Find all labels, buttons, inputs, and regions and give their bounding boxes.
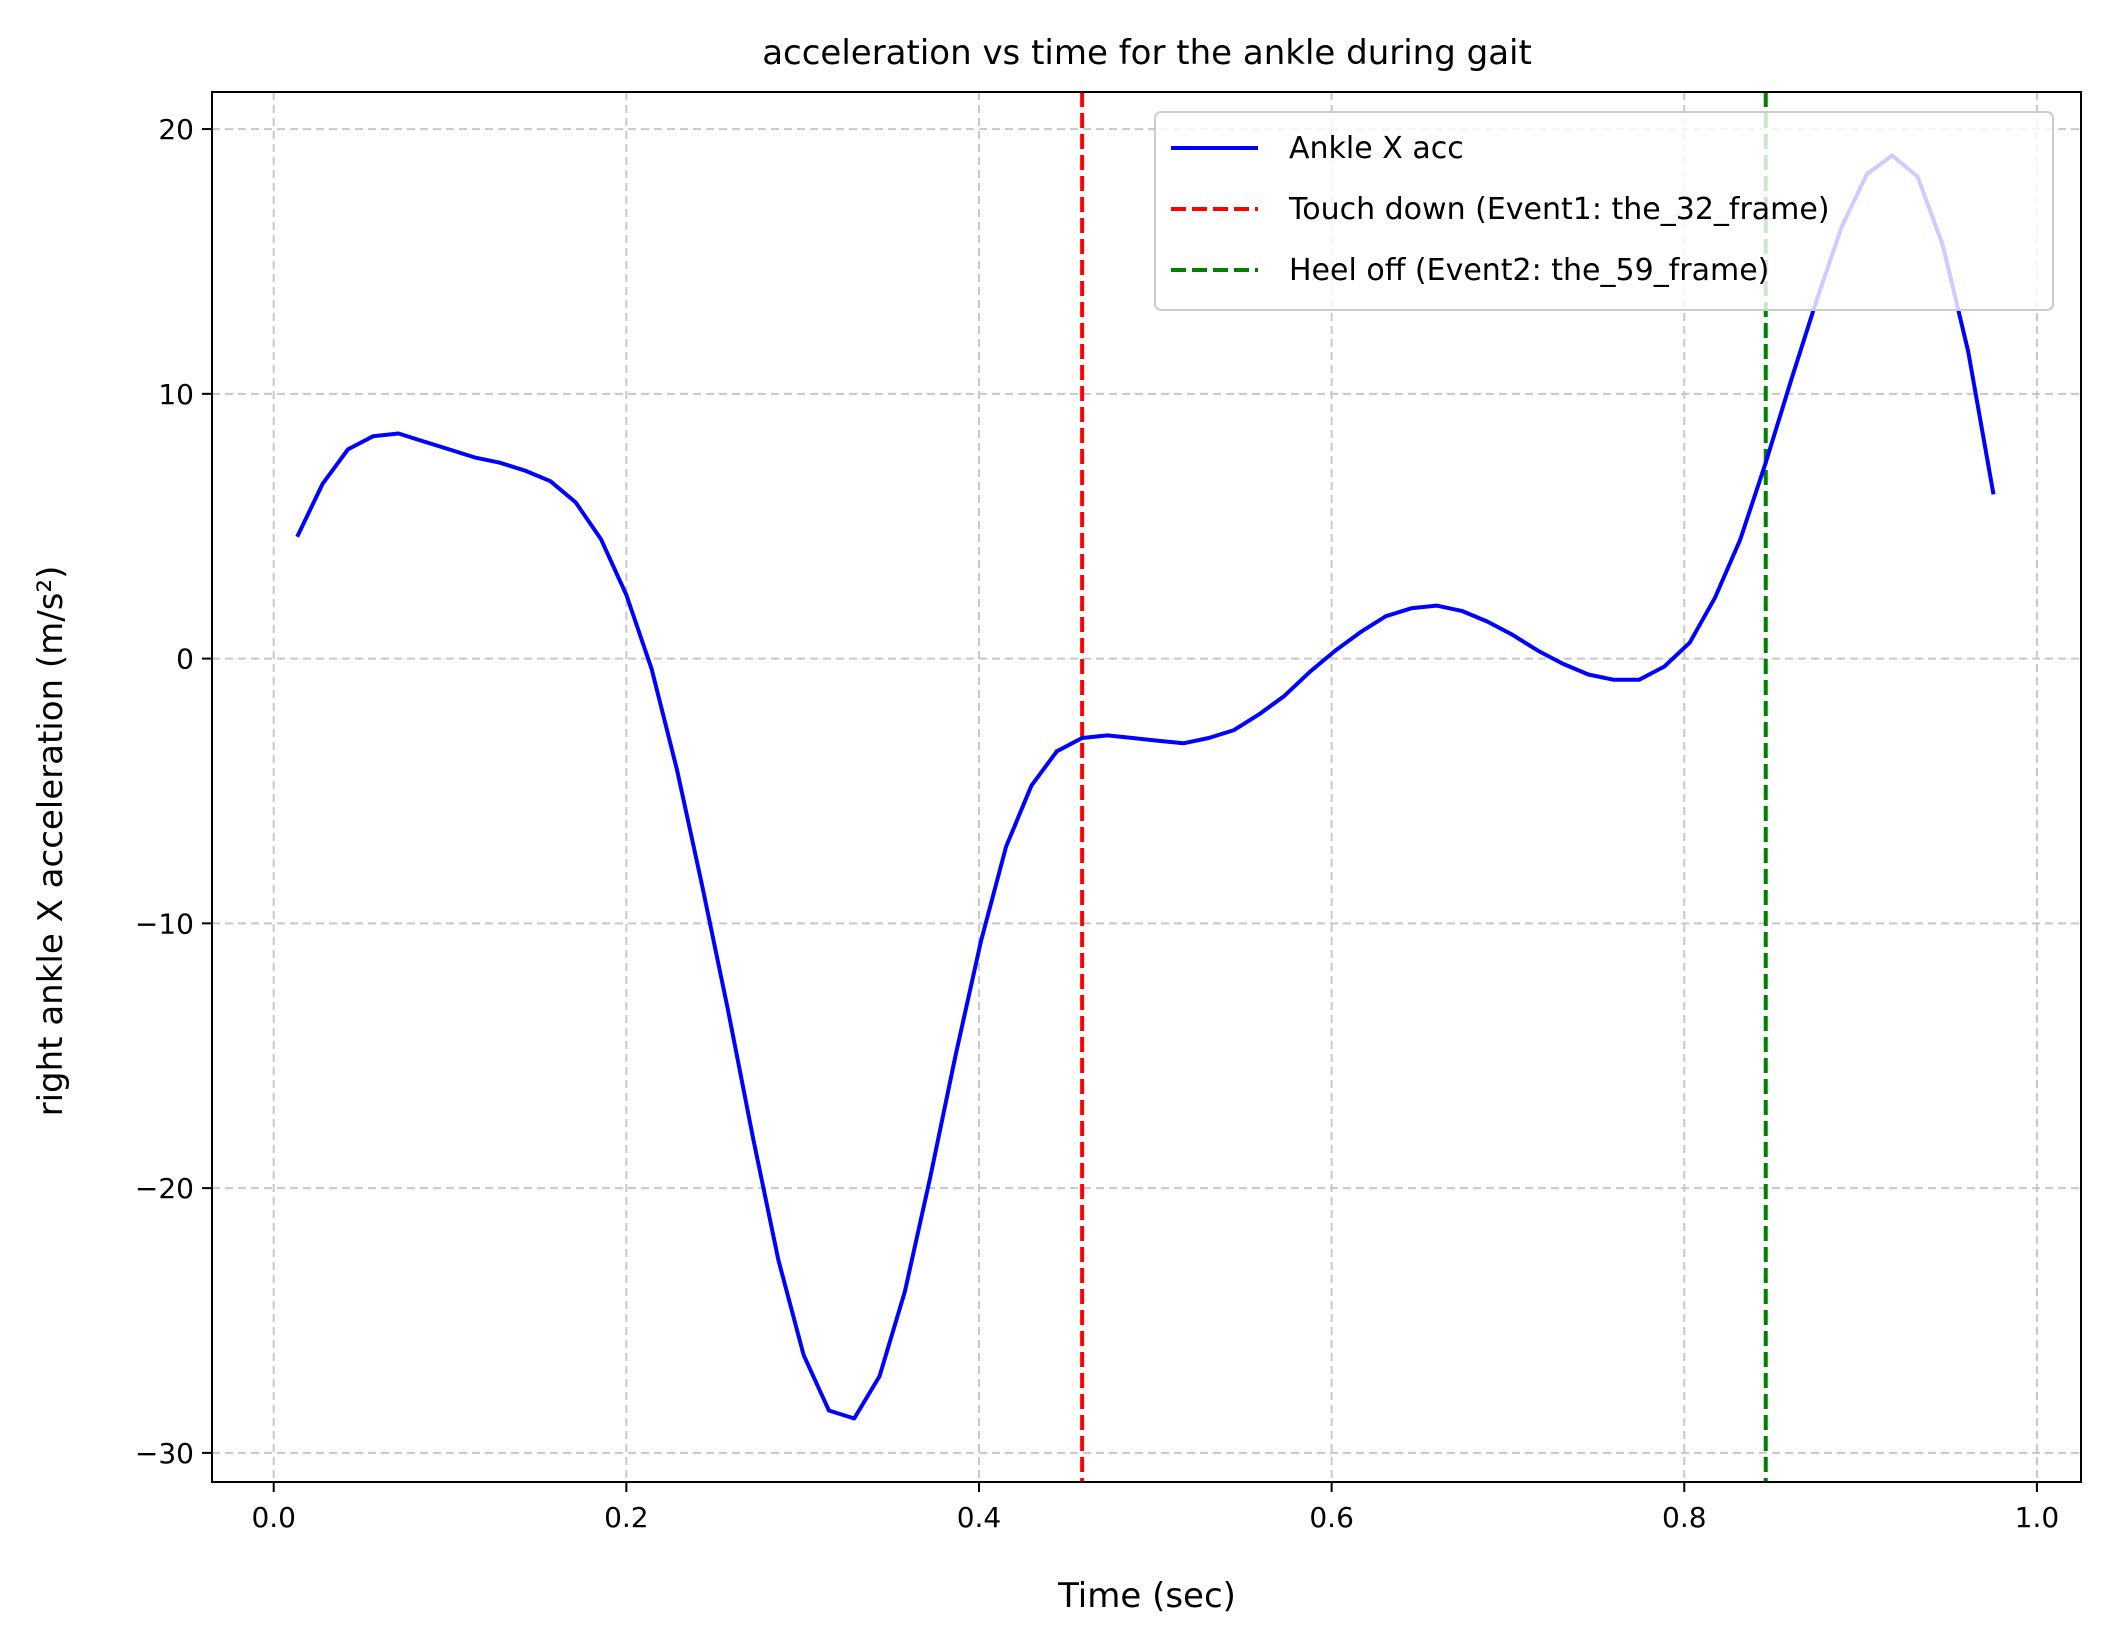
x-axis-label: Time (sec) — [1057, 1576, 1236, 1616]
legend-label-touch-down: Touch down (Event1: the_32_frame) — [1288, 192, 1830, 227]
x-tick-label: 0.6 — [1309, 1501, 1354, 1534]
y-tick-label: −30 — [135, 1437, 194, 1470]
x-axis-ticks: 0.0 0.2 0.4 0.6 0.8 1.0 — [251, 1482, 2059, 1534]
x-tick-label: 1.0 — [2015, 1501, 2060, 1534]
legend: Ankle X acc Touch down (Event1: the_32_f… — [1154, 111, 2054, 311]
event-lines — [1080, 92, 1768, 1482]
y-tick-label: −20 — [135, 1172, 194, 1205]
x-tick-label: 0.0 — [251, 1501, 296, 1534]
chart-title: acceleration vs time for the ankle durin… — [762, 33, 1532, 73]
y-axis-ticks: −30 −20 −10 0 10 20 — [135, 113, 212, 1470]
legend-label-ankle-x-acc: Ankle X acc — [1289, 131, 1464, 166]
x-tick-label: 0.2 — [604, 1501, 649, 1534]
series-layer — [295, 153, 1996, 1421]
y-tick-label: −10 — [135, 907, 194, 940]
y-tick-label: 20 — [158, 113, 194, 146]
legend-label-heel-off: Heel off (Event2: the_59_frame) — [1289, 253, 1769, 288]
series-line-ankle-x-acc — [295, 153, 1996, 1421]
y-tick-label: 0 — [176, 643, 194, 676]
grid — [212, 92, 2081, 1482]
x-tick-label: 0.4 — [957, 1501, 1002, 1534]
plot-area-frame — [211, 91, 2082, 1483]
y-axis-label: right ankle X acceleration (m/s²) — [31, 566, 71, 1117]
y-tick-label: 10 — [158, 378, 194, 411]
legend-box — [1154, 111, 2054, 311]
x-tick-label: 0.8 — [1662, 1501, 1707, 1534]
